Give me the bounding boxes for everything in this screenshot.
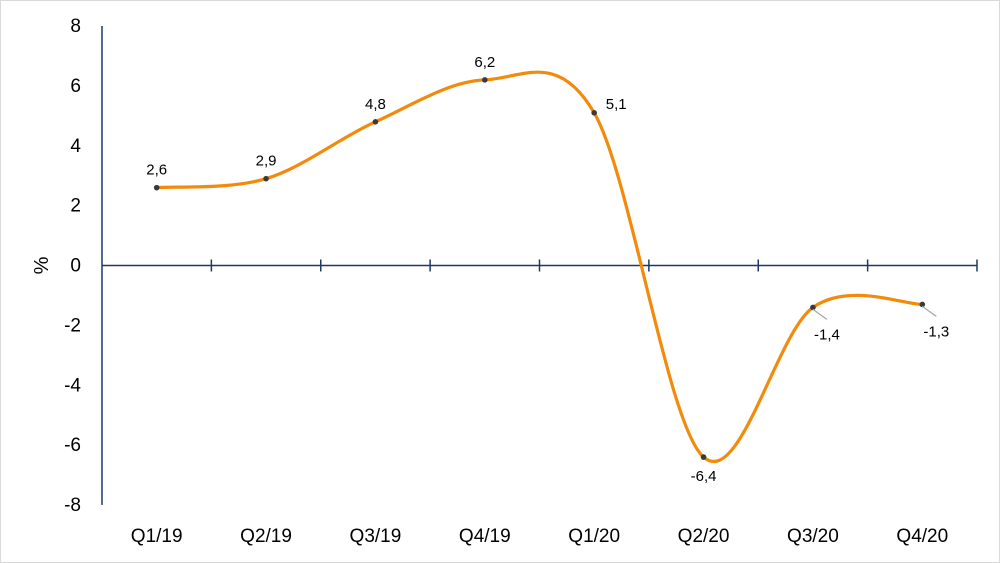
y-tick-label: -4 bbox=[64, 375, 81, 396]
data-label: -1,4 bbox=[814, 326, 840, 343]
data-label: -1,3 bbox=[923, 323, 949, 340]
y-tick-label: -8 bbox=[64, 495, 81, 516]
data-point bbox=[263, 175, 269, 182]
x-tick-label: Q4/20 bbox=[896, 526, 948, 547]
data-label: -6,4 bbox=[691, 468, 717, 485]
data-label: 2,6 bbox=[146, 162, 167, 179]
label-leader-line bbox=[812, 308, 828, 320]
x-tick-label: Q2/20 bbox=[678, 526, 730, 547]
data-label: 2,9 bbox=[256, 153, 277, 170]
y-tick-label: 8 bbox=[70, 16, 81, 37]
y-axis-title: % bbox=[31, 256, 53, 274]
y-tick-label: 4 bbox=[70, 136, 81, 157]
x-tick-label: Q1/19 bbox=[131, 526, 183, 547]
data-point bbox=[153, 184, 160, 191]
data-point bbox=[591, 110, 597, 116]
data-point bbox=[372, 119, 379, 125]
data-point bbox=[482, 77, 488, 83]
data-point bbox=[810, 304, 816, 311]
y-tick-label: -6 bbox=[64, 435, 81, 456]
data-label: 6,2 bbox=[474, 54, 495, 71]
x-tick-label: Q4/19 bbox=[459, 526, 511, 547]
data-point bbox=[919, 301, 926, 308]
x-tick-label: Q3/20 bbox=[787, 526, 839, 547]
x-tick-label: Q1/20 bbox=[568, 526, 620, 547]
y-tick-label: 6 bbox=[70, 76, 81, 97]
x-tick-label: Q3/19 bbox=[350, 526, 402, 547]
data-label: 5,1 bbox=[606, 96, 627, 113]
x-tick-label: Q2/19 bbox=[240, 526, 292, 547]
data-point bbox=[700, 454, 707, 460]
label-leader-line bbox=[921, 305, 937, 317]
y-tick-label: -2 bbox=[64, 315, 81, 336]
data-label: 4,8 bbox=[365, 96, 386, 113]
y-tick-label: 2 bbox=[70, 196, 81, 217]
y-tick-label: 0 bbox=[70, 256, 81, 277]
